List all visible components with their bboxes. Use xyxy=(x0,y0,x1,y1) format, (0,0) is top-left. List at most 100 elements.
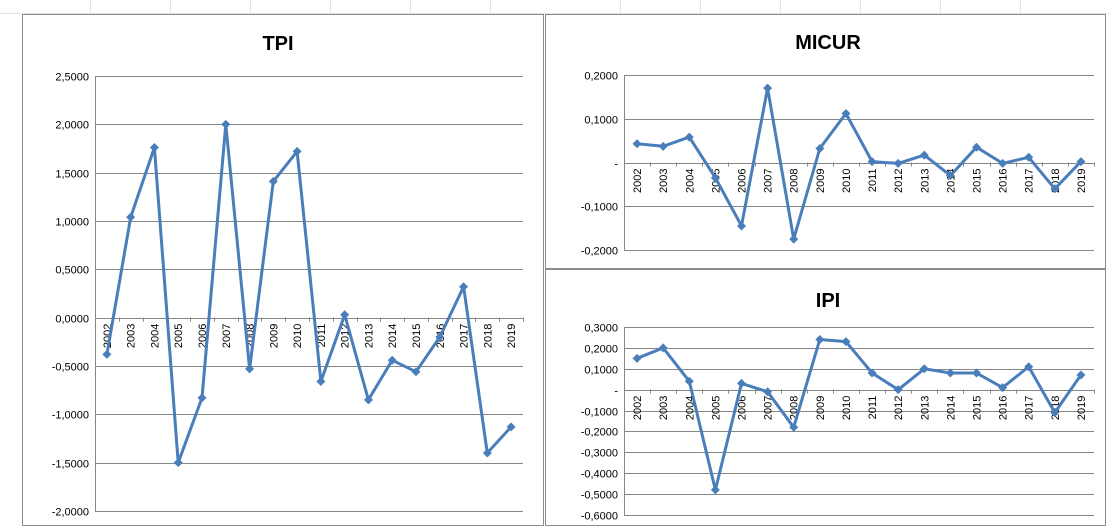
x-tick-label: 2019 xyxy=(1076,169,1088,193)
x-tick-label: 2015 xyxy=(411,324,423,348)
data-point-marker xyxy=(737,221,746,231)
x-tick-label: 2017 xyxy=(459,324,471,348)
data-point-marker xyxy=(867,157,877,167)
x-tick-label: 2006 xyxy=(737,169,749,193)
data-point-marker xyxy=(972,142,981,152)
y-tick-label: -2,0000 xyxy=(52,507,89,519)
y-tick-label: -0,2000 xyxy=(581,246,618,258)
ipi-chart-panel: IPI -0,6000 -0,5000 -0,4000 -0,3000 -0,2000 -0… xyxy=(545,269,1106,526)
y-tick-label: 2,0000 xyxy=(55,120,89,132)
data-point-marker xyxy=(245,364,255,374)
data-point-marker xyxy=(998,158,1008,168)
y-tick-label: -0,1000 xyxy=(581,407,618,419)
y-tick-label: 0,5000 xyxy=(55,265,89,277)
data-point-marker xyxy=(126,212,136,222)
data-point-marker xyxy=(435,332,445,342)
y-tick-label: 0,3000 xyxy=(584,323,618,335)
y-tick-label: -0,5000 xyxy=(52,362,89,374)
ipi-chart: IPI-0,6000-0,5000-0,4000-0,3000-0,2000-0… xyxy=(581,290,1095,523)
x-tick-label: 2014 xyxy=(945,396,957,420)
y-tick-label: 0,1000 xyxy=(584,115,618,127)
tpi-series-line xyxy=(105,122,513,465)
data-point-marker xyxy=(789,422,799,432)
data-point-marker xyxy=(1024,152,1034,162)
y-tick-label: -0,6000 xyxy=(581,511,618,523)
y-tick-label: 0,1000 xyxy=(584,365,618,377)
y-tick-label: 1,5000 xyxy=(55,169,89,181)
x-tick-label: 2017 xyxy=(1024,169,1036,193)
data-point-marker xyxy=(387,355,397,365)
x-tick-label: 2019 xyxy=(1076,396,1088,420)
x-tick-label: 2012 xyxy=(893,169,905,193)
x-tick-label: 2010 xyxy=(292,324,304,348)
y-tick-label: -1,5000 xyxy=(52,459,89,471)
data-point-marker xyxy=(737,378,746,388)
data-point-marker xyxy=(1076,157,1086,167)
data-point-marker xyxy=(763,83,773,93)
x-tick-label: 2011 xyxy=(316,324,328,348)
data-point-marker xyxy=(710,173,720,183)
data-point-marker xyxy=(841,109,851,118)
x-tick-label: 2005 xyxy=(173,324,185,348)
data-point-marker xyxy=(789,234,799,244)
data-point-marker xyxy=(482,448,492,458)
y-tick-label: -0,1000 xyxy=(581,202,618,214)
x-tick-label: 2016 xyxy=(998,169,1010,193)
x-tick-label: 2013 xyxy=(363,324,375,348)
x-tick-label: 2008 xyxy=(245,324,257,348)
data-point-marker xyxy=(972,368,981,378)
x-tick-label: 2002 xyxy=(632,396,644,420)
y-tick-label: -0,3000 xyxy=(581,448,618,460)
data-point-marker xyxy=(197,393,207,403)
x-tick-label: 2009 xyxy=(815,396,827,420)
data-point-marker xyxy=(102,349,112,359)
y-tick-label: -0,4000 xyxy=(581,469,618,481)
x-tick-label: 2004 xyxy=(149,324,161,348)
data-point-marker xyxy=(1050,408,1060,418)
x-tick-label: 2013 xyxy=(919,169,931,193)
data-point-marker xyxy=(506,422,516,432)
data-point-marker xyxy=(1050,184,1060,194)
x-tick-label: 2015 xyxy=(972,169,984,193)
data-point-marker xyxy=(919,364,929,374)
data-point-marker xyxy=(945,171,955,181)
x-tick-label: 2016 xyxy=(998,396,1010,420)
data-point-marker xyxy=(658,343,668,353)
data-point-marker xyxy=(815,335,825,345)
x-tick-label: 2008 xyxy=(789,169,801,193)
y-tick-label: - xyxy=(614,159,618,171)
x-tick-label: 2010 xyxy=(841,169,853,193)
data-point-marker xyxy=(893,385,903,395)
x-tick-label: 2012 xyxy=(893,396,905,420)
data-point-marker xyxy=(411,367,421,377)
x-tick-label: 2003 xyxy=(126,324,138,348)
y-tick-label: 1,0000 xyxy=(55,217,89,229)
x-tick-label: 2017 xyxy=(1024,396,1036,420)
tpi-chart-title: TPI xyxy=(262,33,293,55)
data-point-marker xyxy=(1076,370,1086,380)
x-tick-label: 2009 xyxy=(815,169,827,193)
x-tick-label: 2018 xyxy=(482,324,494,348)
data-point-marker xyxy=(815,144,825,153)
data-point-marker xyxy=(919,150,929,160)
y-tick-label: 2,5000 xyxy=(55,72,89,84)
y-tick-label: - xyxy=(614,386,618,398)
data-point-marker xyxy=(173,458,183,468)
y-tick-label: 0,2000 xyxy=(584,344,618,356)
data-point-marker xyxy=(763,387,773,397)
y-tick-label: -0,2000 xyxy=(581,427,618,439)
data-point-marker xyxy=(1024,362,1034,372)
micur-chart-title: MICUR xyxy=(795,32,861,54)
data-point-marker xyxy=(945,368,955,378)
x-tick-label: 2010 xyxy=(841,396,853,420)
x-tick-label: 2019 xyxy=(506,324,518,348)
data-point-marker xyxy=(149,143,159,153)
y-tick-label: 0,0000 xyxy=(55,314,89,326)
data-point-marker xyxy=(867,368,877,378)
data-point-marker xyxy=(710,485,720,495)
data-point-marker xyxy=(340,310,350,320)
x-tick-label: 2006 xyxy=(737,396,749,420)
x-tick-label: 2003 xyxy=(658,169,670,193)
